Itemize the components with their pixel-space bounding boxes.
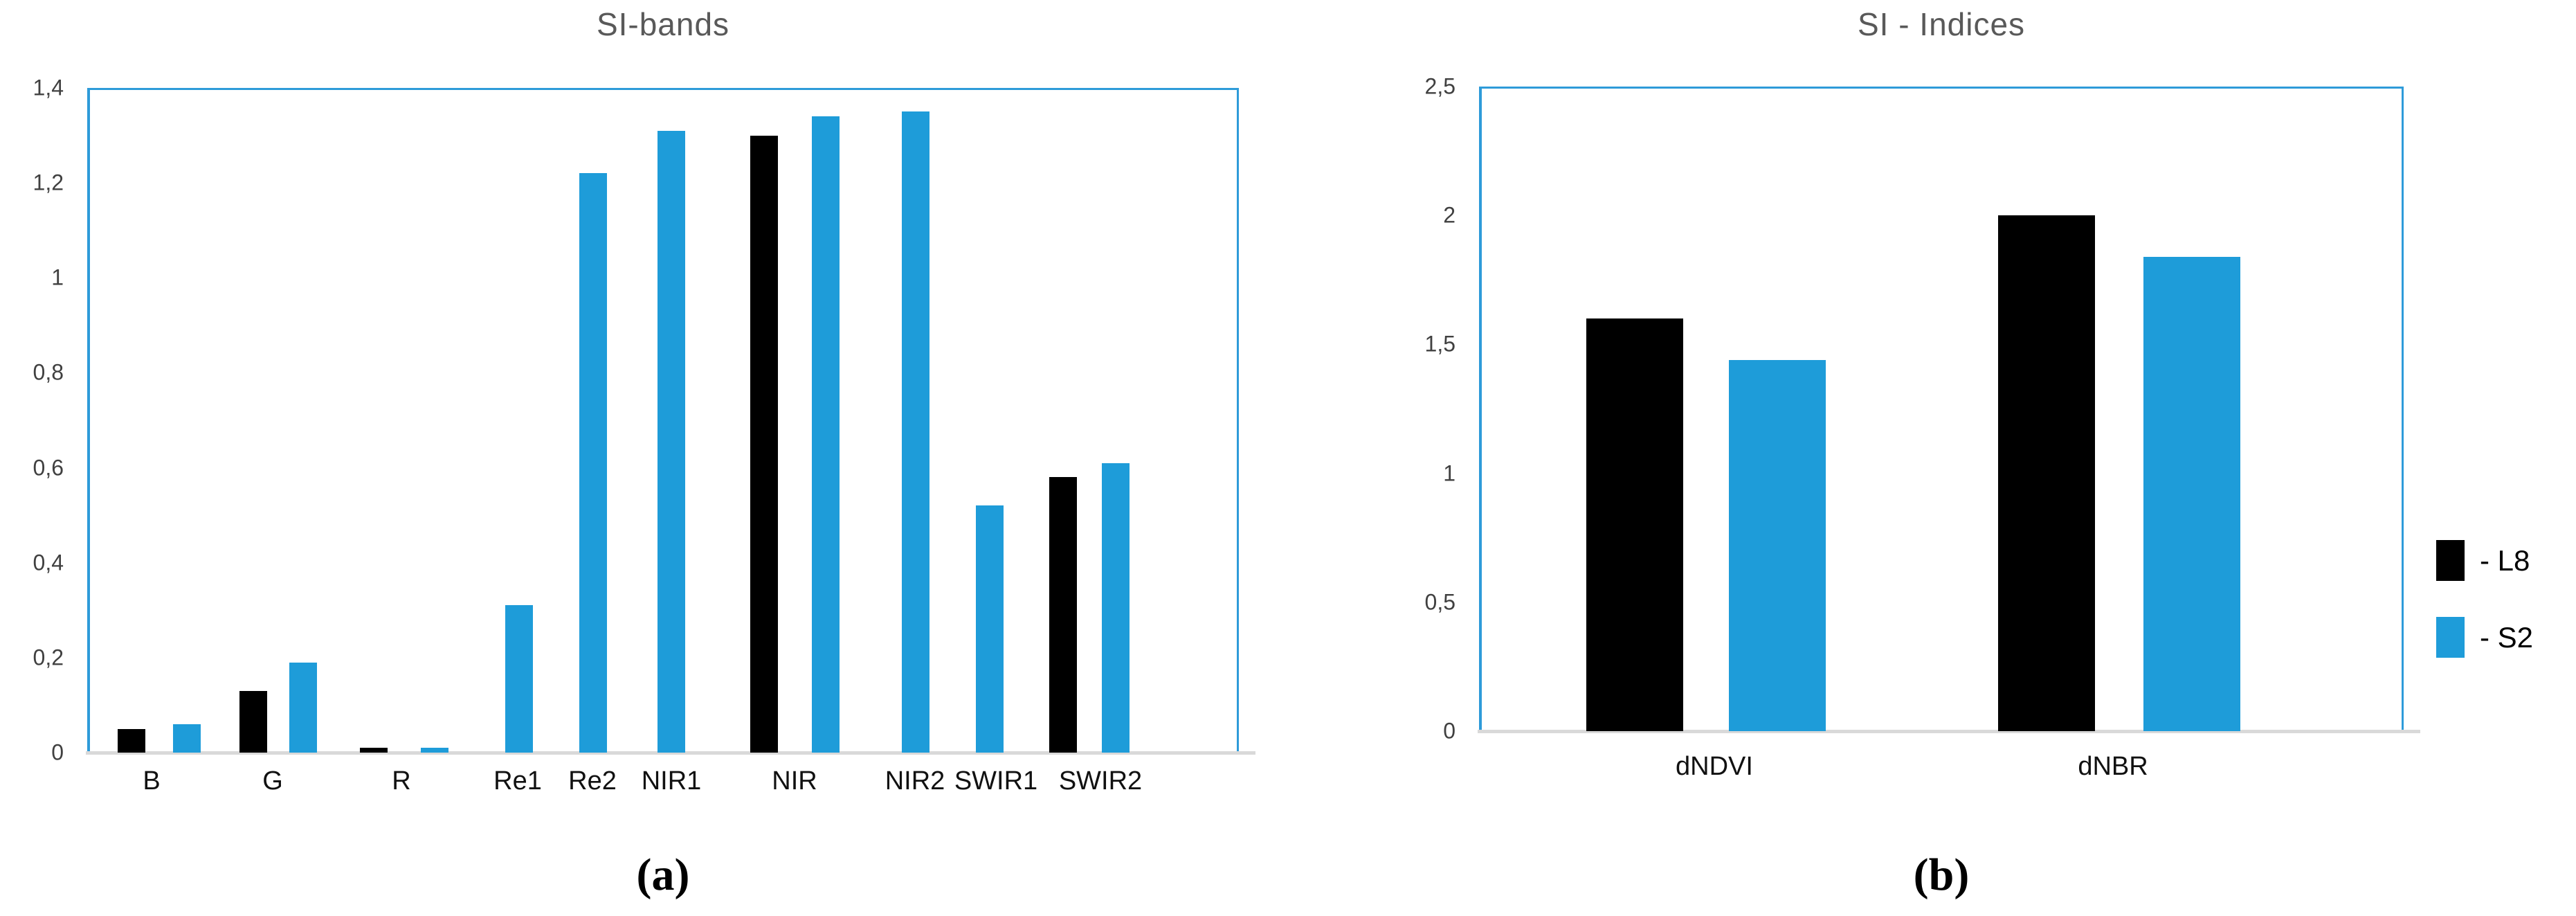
bar-G-L8	[239, 691, 267, 753]
y-tick-label: 1,4	[33, 75, 64, 100]
x-category-label-Re1: Re1	[493, 766, 542, 796]
l8-color-swatch-icon	[2436, 540, 2465, 581]
bar-SWIR2-L8	[1049, 477, 1077, 753]
y-tick-label: 2	[1443, 202, 1455, 228]
caption-a: (a)	[636, 850, 690, 900]
legend-label-l8: - L8	[2480, 544, 2530, 577]
bar-Re2-S2	[579, 173, 607, 753]
y-tick-label: 0,5	[1424, 589, 1455, 615]
caption-b: (b)	[1913, 850, 1970, 900]
bar-B-L8	[118, 729, 145, 753]
x-category-label-NIR: NIR	[772, 766, 817, 796]
x-axis-baseline	[1478, 730, 2420, 733]
y-tick-label: 0,4	[33, 550, 64, 575]
legend-item-s2: - S2	[2436, 617, 2533, 658]
y-tick-label: 0,2	[33, 645, 64, 670]
y-tick-label: 0,8	[33, 359, 64, 385]
bar-dNDVI-S2	[1729, 360, 1826, 731]
x-category-label-SWIR1: SWIR1	[954, 766, 1038, 796]
y-tick-label: 0,6	[33, 455, 64, 481]
y-tick-label: 1,5	[1424, 331, 1455, 357]
chart-title-si-bands: SI-bands	[596, 6, 730, 42]
legend-label-s2: - S2	[2480, 620, 2534, 654]
bar-dNBR-L8	[1998, 215, 2095, 731]
x-category-label-dNDVI: dNDVI	[1676, 752, 1753, 781]
y-tick-label: 0	[1443, 718, 1455, 744]
x-category-label-NIR2: NIR2	[885, 766, 945, 796]
chart-title-si-indices: SI - Indices	[1857, 6, 2026, 42]
x-category-label-NIR1: NIR1	[641, 766, 702, 796]
s2-color-swatch-icon	[2436, 617, 2465, 658]
bar-dNDVI-L8	[1586, 318, 1683, 731]
legend-item-l8: - L8	[2436, 540, 2533, 581]
y-tick-label: 1,2	[33, 170, 64, 195]
bar-R-S2	[421, 748, 448, 753]
y-tick-label: 2,5	[1424, 73, 1455, 99]
x-axis-baseline	[86, 751, 1255, 755]
x-category-label-R: R	[392, 766, 411, 796]
bar-NIR1-S2	[657, 131, 685, 753]
bar-Re1-S2	[505, 605, 533, 753]
bar-SWIR1-S2	[976, 505, 1004, 753]
legend: - L8 - S2	[2436, 540, 2533, 694]
x-category-label-dNBR: dNBR	[2078, 752, 2148, 781]
bar-B-S2	[173, 724, 201, 753]
bar-NIR2-S2	[902, 111, 929, 753]
bar-G-S2	[289, 663, 317, 753]
y-tick-label: 0	[51, 739, 64, 765]
bar-NIR-L8	[750, 136, 778, 753]
x-category-label-Re2: Re2	[568, 766, 617, 796]
x-category-label-B: B	[143, 766, 161, 796]
y-tick-label: 1	[51, 264, 64, 290]
x-category-label-SWIR2: SWIR2	[1058, 766, 1143, 796]
bar-NIR-S2	[812, 116, 840, 753]
x-category-label-G: G	[262, 766, 283, 796]
bar-R-L8	[360, 748, 388, 753]
y-tick-label: 1	[1443, 460, 1455, 486]
bar-dNBR-S2	[2143, 257, 2240, 731]
bar-SWIR2-S2	[1102, 463, 1130, 753]
